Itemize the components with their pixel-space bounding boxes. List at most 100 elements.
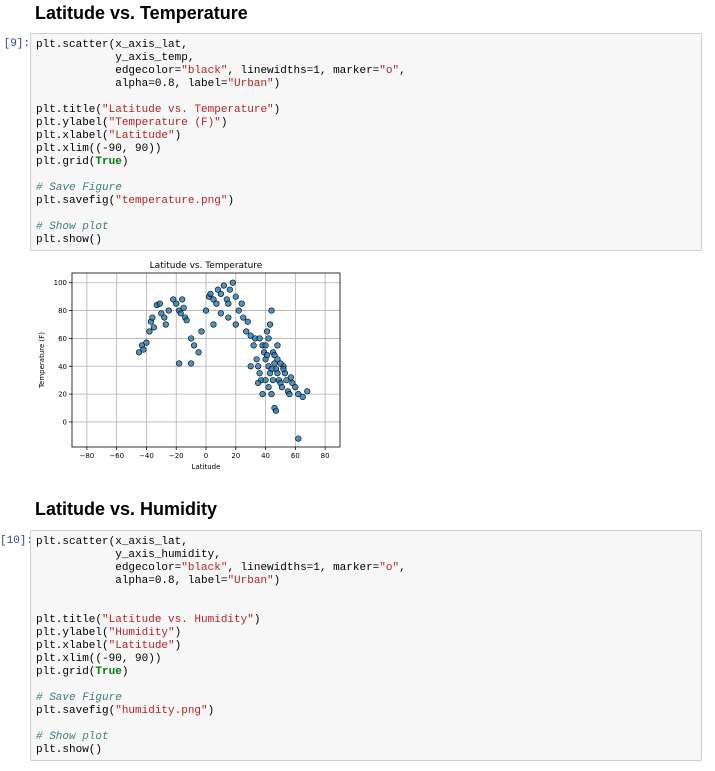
code-line: # Save Figure xyxy=(36,692,122,705)
code-cell[interactable]: plt.scatter(x_axis_lat, y_axis_temp, edg… xyxy=(30,33,702,251)
scatter-point xyxy=(183,317,190,324)
scatter-point xyxy=(161,314,168,321)
y-tick-label: 100 xyxy=(54,279,67,287)
cell-prompt: [9]: xyxy=(3,38,30,50)
x-tick-label: −20 xyxy=(169,452,184,460)
code-line: plt.show() xyxy=(36,744,102,757)
scatter-point xyxy=(274,370,281,377)
scatter-point xyxy=(207,290,214,297)
code-token: "Latitude vs. Temperature" xyxy=(102,104,274,116)
scatter-point xyxy=(180,304,187,311)
code-token: True xyxy=(95,666,122,678)
scatter-point xyxy=(210,321,217,328)
scatter-point xyxy=(232,321,239,328)
y-axis-label: Temperature (F) xyxy=(38,332,46,389)
scatter-point xyxy=(255,363,262,370)
code-token: edgecolor= xyxy=(36,65,182,77)
code-token: , linewidths=1, marker= xyxy=(227,562,380,574)
code-line: plt.savefig("temperature.png") xyxy=(36,195,234,208)
code-token: plt.xlabel( xyxy=(36,640,109,652)
code-line: plt.ylabel("Humidity") xyxy=(36,627,181,640)
scatter-point xyxy=(287,374,294,381)
code-line: plt.xlabel("Latitude") xyxy=(36,130,181,143)
cell-prompt: [10]: xyxy=(0,535,34,547)
scatter-point xyxy=(274,356,281,363)
code-token: ) xyxy=(174,627,182,639)
code-token: ) xyxy=(174,640,182,652)
scatter-point xyxy=(250,342,257,349)
code-token: ) xyxy=(121,666,129,678)
scatter-point xyxy=(268,307,275,314)
scatter-point xyxy=(176,360,183,367)
scatter-point xyxy=(149,314,156,321)
scatter-point xyxy=(210,296,217,303)
scatter-point xyxy=(156,300,163,307)
scatter-point xyxy=(165,307,172,314)
scatter-point xyxy=(274,342,281,349)
scatter-point xyxy=(226,286,233,293)
code-line: y_axis_temp, xyxy=(36,52,194,65)
code-cell[interactable]: plt.scatter(x_axis_lat, y_axis_humidity,… xyxy=(30,530,702,761)
code-token: ) xyxy=(207,705,215,717)
scatter-point xyxy=(269,377,277,384)
scatter-point xyxy=(277,360,284,367)
scatter-point xyxy=(198,328,205,335)
scatter-point xyxy=(217,310,224,317)
scatter-point xyxy=(188,360,195,367)
scatter-point xyxy=(289,379,296,387)
code-line: plt.title("Latitude vs. Temperature") xyxy=(36,104,280,117)
scatter-point xyxy=(263,328,271,335)
x-tick-label: 0 xyxy=(204,452,208,460)
scatter-point xyxy=(278,384,286,391)
code-token: "o" xyxy=(379,562,400,574)
code-token: plt.grid( xyxy=(36,156,96,168)
scatter-point xyxy=(195,349,202,356)
scatter-point xyxy=(266,370,274,377)
scatter-point xyxy=(170,296,177,303)
x-tick-label: −40 xyxy=(139,452,154,460)
scatter-point xyxy=(173,300,180,307)
scatter-point xyxy=(295,435,302,442)
scatter-point xyxy=(220,282,227,289)
code-token: , xyxy=(399,65,406,77)
scatter-point xyxy=(263,352,271,359)
x-tick-label: 60 xyxy=(291,452,300,460)
code-token: plt.ylabel( xyxy=(36,117,109,129)
x-tick-label: 40 xyxy=(261,452,270,460)
code-line: plt.title("Latitude vs. Humidity") xyxy=(36,614,260,627)
code-token: plt.xlim((-90, 90)) xyxy=(36,143,162,155)
code-token: ) xyxy=(220,117,228,129)
scatter-point xyxy=(299,393,306,400)
code-token: ) xyxy=(121,156,129,168)
code-token: ) xyxy=(273,104,281,116)
scatter-point xyxy=(268,391,275,398)
scatter-point xyxy=(266,321,274,328)
plot-frame xyxy=(71,272,341,448)
scatter-point xyxy=(146,328,153,335)
code-token: "Urban" xyxy=(227,78,274,90)
scatter-point xyxy=(292,384,299,391)
scatter-point xyxy=(256,335,263,342)
code-token: ) xyxy=(273,575,281,587)
code-token: alpha=0.8, label= xyxy=(36,78,228,90)
scatter-point xyxy=(143,339,150,346)
code-token: "Latitude" xyxy=(108,640,175,652)
y-tick-label: 20 xyxy=(58,391,67,399)
code-line: plt.xlim((-90, 90)) xyxy=(36,653,161,666)
x-tick-label: 80 xyxy=(321,452,330,460)
section-heading: Latitude vs. Humidity xyxy=(35,499,218,519)
code-token: , linewidths=1, marker= xyxy=(227,65,380,77)
x-tick-label: 20 xyxy=(231,452,240,460)
scatter-point xyxy=(232,293,239,300)
x-axis-label: Latitude xyxy=(192,463,221,471)
scatter-point xyxy=(280,365,287,373)
scatter-point xyxy=(262,377,269,384)
code-token: ) xyxy=(227,195,235,207)
scatter-point xyxy=(177,310,184,317)
code-token: ) xyxy=(253,614,261,626)
code-token: plt.xlim((-90, 90)) xyxy=(36,653,162,665)
scatter-point xyxy=(202,307,210,314)
code-line: edgecolor="black", linewidths=1, marker=… xyxy=(36,562,406,575)
code-line: alpha=0.8, label="Urban") xyxy=(36,78,280,91)
